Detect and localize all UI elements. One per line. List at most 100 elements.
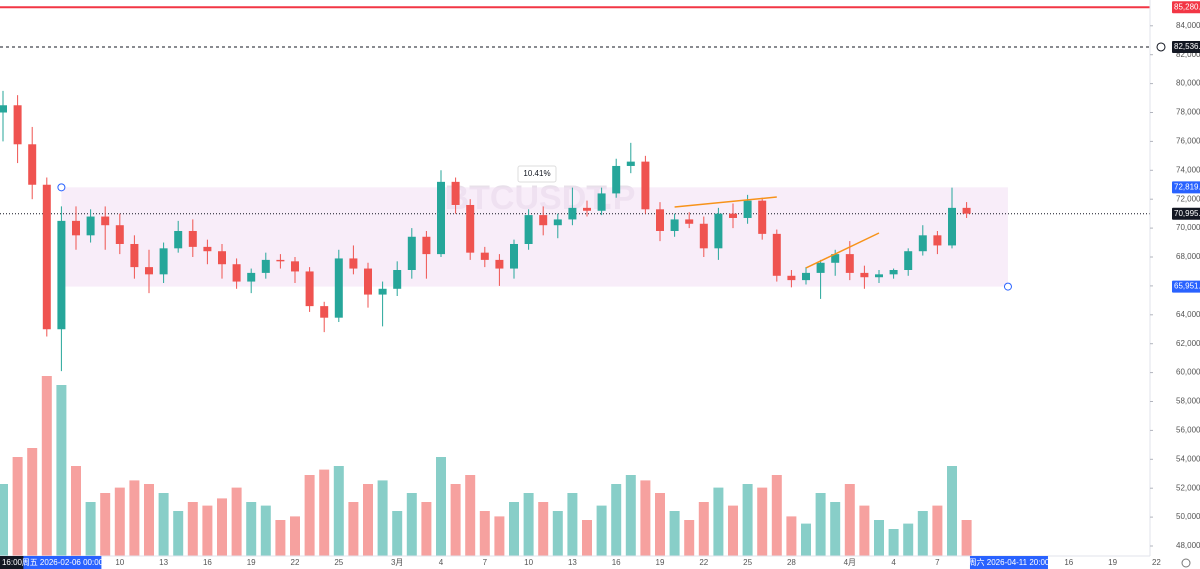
volume-bar bbox=[947, 466, 957, 556]
x-tick-label: 4月 bbox=[844, 558, 856, 567]
x-tick-label: 22 bbox=[291, 558, 300, 567]
price-label-box bbox=[1172, 40, 1200, 53]
volume-bar bbox=[27, 448, 38, 556]
volume-bar bbox=[202, 505, 213, 556]
y-tick-label: 58,000.0 bbox=[1176, 397, 1200, 406]
volume-bar bbox=[363, 484, 373, 556]
x-tick-label: 25 bbox=[334, 558, 343, 567]
candle-body bbox=[787, 275, 796, 281]
y-tick-label: 76,000.0 bbox=[1176, 137, 1200, 146]
y-tick-label: 62,000.0 bbox=[1176, 339, 1200, 348]
volume-bar bbox=[903, 523, 914, 556]
volume-bar bbox=[479, 511, 490, 556]
candle-body bbox=[101, 216, 110, 226]
candle-body bbox=[875, 274, 883, 278]
volume-bar bbox=[742, 484, 753, 556]
volume-bar bbox=[830, 502, 841, 556]
x-tick-label: 10 bbox=[115, 558, 124, 567]
x-tick-label: 4 bbox=[439, 558, 444, 567]
volume-bar bbox=[771, 475, 782, 556]
volume-bar bbox=[961, 520, 972, 556]
volume-bar bbox=[85, 502, 96, 556]
y-tick-label: 84,000.0 bbox=[1176, 21, 1200, 30]
volume-bar bbox=[713, 487, 724, 556]
trend-line bbox=[805, 232, 880, 269]
candle-body bbox=[13, 105, 22, 145]
candle-body bbox=[948, 207, 956, 246]
volume-bar bbox=[173, 511, 184, 556]
candle-body bbox=[72, 220, 80, 236]
y-tick-label: 72,000.0 bbox=[1176, 194, 1200, 203]
volume-bar bbox=[275, 520, 286, 556]
y-tick-label: 56,000.0 bbox=[1176, 426, 1200, 435]
x-tick-label: 28 bbox=[787, 558, 796, 567]
volume-bar bbox=[41, 376, 52, 556]
candle-body bbox=[42, 184, 51, 330]
volume-bar bbox=[698, 502, 709, 556]
candle-body bbox=[188, 230, 197, 247]
candle-body bbox=[626, 161, 635, 166]
settings-button bbox=[1181, 558, 1191, 568]
x-tick-label: 19 bbox=[656, 558, 665, 567]
volume-bar bbox=[582, 520, 592, 556]
y-tick-label: 54,000.0 bbox=[1176, 454, 1200, 463]
volume-bar bbox=[144, 484, 154, 556]
y-tick-label: 78,000.0 bbox=[1176, 108, 1200, 117]
volume-bar bbox=[348, 502, 359, 556]
price-label: 72,819.7 bbox=[1174, 182, 1200, 191]
volume-bar bbox=[640, 480, 651, 556]
volume-bar bbox=[465, 475, 476, 556]
volume-bar bbox=[56, 385, 67, 556]
candle-body bbox=[539, 215, 548, 226]
candle-body bbox=[232, 264, 241, 282]
candle-body bbox=[349, 258, 358, 269]
volume-bar bbox=[567, 493, 578, 556]
volume-bar bbox=[100, 493, 111, 556]
volume-bar bbox=[509, 502, 519, 556]
candle-body bbox=[641, 161, 650, 210]
candle-body bbox=[393, 270, 402, 289]
candle-body bbox=[845, 254, 854, 273]
time-label-box bbox=[969, 556, 1048, 569]
volume-bar bbox=[333, 466, 344, 556]
volume-bar bbox=[129, 480, 140, 556]
x-tick-label: 3月 bbox=[391, 558, 403, 567]
candle-body bbox=[437, 181, 445, 255]
volume-bar bbox=[421, 502, 432, 556]
candle-body bbox=[714, 213, 723, 249]
candle-body bbox=[685, 219, 694, 224]
x-tick-label: 10 bbox=[524, 558, 533, 567]
y-tick-label: 50,000.0 bbox=[1176, 512, 1200, 521]
candle-body bbox=[816, 262, 825, 273]
candle-body bbox=[524, 215, 533, 244]
candle-body bbox=[495, 259, 504, 269]
candle-body bbox=[218, 251, 226, 265]
candle-body bbox=[378, 288, 387, 295]
volume-bar bbox=[392, 511, 403, 556]
price-label-box bbox=[1172, 207, 1200, 220]
candle-body bbox=[802, 272, 810, 281]
volume-bar bbox=[932, 505, 943, 556]
price-axis bbox=[1150, 0, 1200, 556]
volume-bar bbox=[406, 493, 417, 556]
candle-body bbox=[320, 306, 329, 318]
volume-bar bbox=[801, 523, 811, 556]
price-label: 70,995.5 bbox=[1174, 209, 1200, 218]
candle-body bbox=[510, 243, 518, 269]
y-tick-label: 70,000.0 bbox=[1176, 223, 1200, 232]
candle-body bbox=[334, 258, 343, 318]
volume-bar bbox=[669, 511, 680, 556]
volume-bar bbox=[625, 475, 636, 556]
y-tick-label: 48,000.0 bbox=[1176, 541, 1200, 550]
volume-bar bbox=[815, 493, 826, 556]
x-tick-label: 13 bbox=[568, 558, 577, 567]
volume-bar bbox=[596, 505, 607, 556]
annotation-box bbox=[517, 165, 557, 183]
volume-bar bbox=[290, 516, 300, 556]
candle-body bbox=[889, 270, 898, 275]
candle-body bbox=[553, 219, 562, 226]
volume-bar bbox=[377, 480, 388, 556]
axis-button bbox=[1156, 42, 1166, 52]
y-tick-label: 52,000.0 bbox=[1176, 483, 1200, 492]
